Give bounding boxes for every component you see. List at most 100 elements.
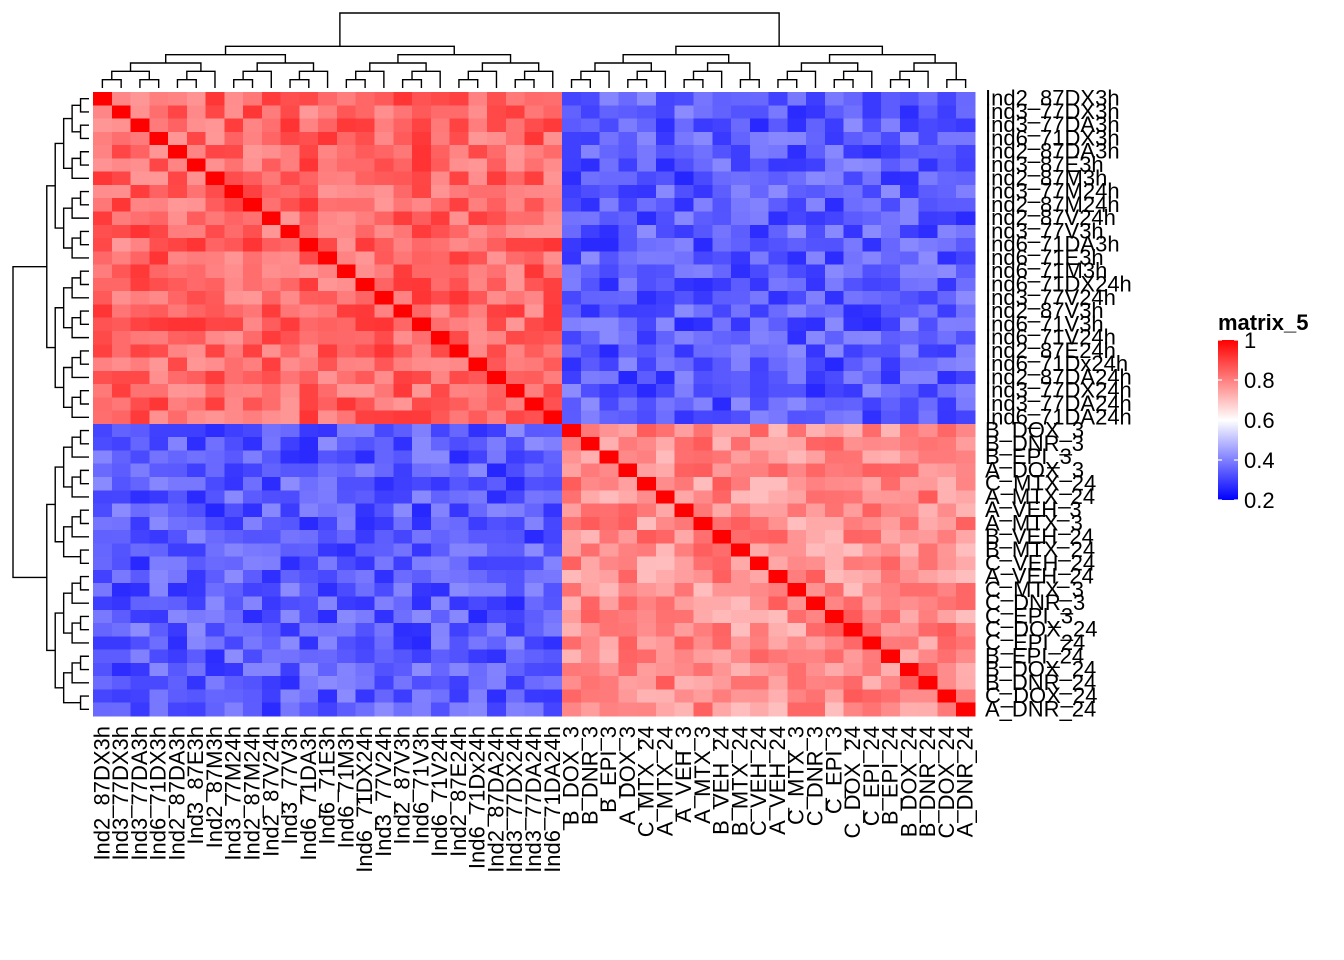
heatmap-cell xyxy=(787,317,807,332)
heatmap-cell xyxy=(899,543,920,558)
heatmap-cell xyxy=(712,330,732,345)
heatmap-cell xyxy=(731,423,751,438)
column-label: C_EPI_24 xyxy=(859,726,884,826)
heatmap-cell xyxy=(336,649,357,664)
heatmap-cell xyxy=(956,649,976,664)
column-label: C_MTX_24 xyxy=(634,726,659,837)
heatmap-cell xyxy=(731,530,751,545)
heatmap-cell xyxy=(412,370,432,385)
heatmap-cell xyxy=(468,516,488,531)
heatmap-cell xyxy=(543,543,563,558)
heatmap-cell xyxy=(318,158,338,173)
heatmap-cell xyxy=(693,384,713,398)
heatmap-cell xyxy=(412,92,432,106)
heatmap-cell xyxy=(599,92,620,106)
heatmap-cell xyxy=(186,198,207,213)
heatmap-cell xyxy=(918,264,939,279)
heatmap-cell xyxy=(168,623,188,637)
heatmap-cell xyxy=(543,609,563,624)
heatmap-cell xyxy=(731,410,751,425)
heatmap-cell xyxy=(806,397,826,412)
heatmap-cell xyxy=(524,450,544,465)
heatmap-cell xyxy=(768,211,788,226)
heatmap-cell xyxy=(393,477,413,491)
heatmap-cell xyxy=(280,477,301,491)
heatmap-cell xyxy=(243,158,263,173)
heatmap-cell xyxy=(637,596,657,611)
heatmap-cell xyxy=(280,636,301,651)
heatmap-cell xyxy=(487,516,507,531)
heatmap-cell xyxy=(824,277,845,292)
heatmap-cell xyxy=(655,662,676,677)
heatmap-cell xyxy=(243,689,263,704)
heatmap-cell xyxy=(355,198,376,213)
heatmap-cell xyxy=(280,171,301,186)
heatmap-cell xyxy=(731,264,751,279)
heatmap-cell xyxy=(430,676,451,691)
heatmap-cell xyxy=(111,224,132,239)
heatmap-cell xyxy=(899,184,920,199)
heatmap-cell xyxy=(318,145,338,159)
heatmap-cell xyxy=(637,702,657,717)
heatmap-cell xyxy=(149,171,169,186)
heatmap-cell xyxy=(937,291,957,306)
heatmap-cell xyxy=(280,609,301,624)
heatmap-cell xyxy=(599,251,620,266)
heatmap-cell xyxy=(749,118,770,133)
heatmap-cell xyxy=(599,384,620,398)
dendrogram-branch xyxy=(289,78,310,88)
heatmap-cell xyxy=(205,118,225,133)
heatmap-cell xyxy=(186,556,207,571)
heatmap-cell xyxy=(393,689,413,704)
heatmap-cell xyxy=(637,158,657,173)
heatmap-cell xyxy=(749,649,770,664)
heatmap-cell xyxy=(318,224,338,239)
heatmap-cell xyxy=(468,543,488,558)
heatmap-cell xyxy=(205,397,225,412)
heatmap-cell xyxy=(749,583,770,598)
heatmap-cell xyxy=(224,410,244,425)
heatmap-cell xyxy=(599,410,620,425)
heatmap-cell xyxy=(881,649,901,664)
heatmap-cell xyxy=(205,543,225,558)
column-label: A_MTX_24 xyxy=(652,726,677,836)
heatmap-cell xyxy=(224,689,244,704)
heatmap-cell xyxy=(355,569,376,584)
heatmap-cell xyxy=(280,530,301,545)
heatmap-cell xyxy=(731,158,751,173)
heatmap-cell xyxy=(956,397,976,412)
heatmap-cell xyxy=(637,118,657,133)
heatmap-cell xyxy=(937,158,957,173)
heatmap-cell xyxy=(899,649,920,664)
dendrogram-branch xyxy=(79,695,89,711)
heatmap-cell xyxy=(355,636,376,651)
heatmap-cell xyxy=(374,676,394,691)
column-label: C_DOX_24 xyxy=(840,726,865,839)
heatmap-cell xyxy=(956,198,976,213)
heatmap-cell xyxy=(93,277,113,292)
heatmap-cell xyxy=(299,370,319,385)
heatmap-cell xyxy=(130,184,150,199)
heatmap-cell xyxy=(374,304,394,319)
heatmap-cell xyxy=(336,198,357,213)
heatmap-cell xyxy=(149,224,169,239)
heatmap-cell xyxy=(712,623,732,637)
heatmap-cell xyxy=(412,330,432,345)
heatmap-cell xyxy=(524,118,544,133)
heatmap-cell xyxy=(712,291,732,306)
heatmap-cell xyxy=(655,623,676,637)
heatmap-cell xyxy=(693,623,713,637)
heatmap-cell xyxy=(468,277,488,292)
heatmap-cell xyxy=(580,397,601,412)
heatmap-cell xyxy=(824,131,845,146)
heatmap-cell xyxy=(543,569,563,584)
dendrogram-branch xyxy=(12,265,47,579)
heatmap-cell xyxy=(393,330,413,345)
heatmap-cell xyxy=(768,330,788,345)
heatmap-cell xyxy=(693,410,713,425)
heatmap-cell xyxy=(299,251,319,266)
heatmap-cell xyxy=(787,330,807,345)
heatmap-cell xyxy=(524,503,544,518)
heatmap-cell xyxy=(712,304,732,319)
heatmap-cell xyxy=(674,530,695,545)
